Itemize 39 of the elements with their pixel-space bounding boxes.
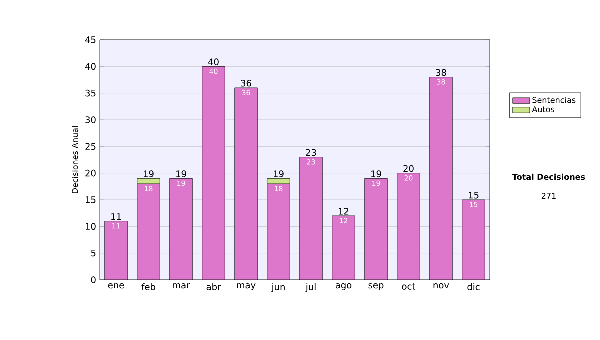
total-label: 11	[112, 214, 122, 220]
x-tick-label: feb	[142, 284, 156, 290]
total-label: 38	[436, 69, 446, 76]
x-tick-label: oct	[402, 284, 416, 290]
total-label: 20	[404, 165, 414, 172]
y-tick-label: 35	[86, 90, 96, 97]
text: 271	[542, 193, 556, 199]
x-tick-label: nov	[434, 284, 450, 289]
total-label: 40	[208, 58, 219, 66]
total-label: 15	[469, 192, 479, 199]
y-tick-label: 40	[85, 63, 96, 70]
x-tick-label: jul	[306, 284, 316, 292]
x-tick-label: ene	[108, 284, 124, 289]
y-tick-label: 30	[86, 116, 96, 124]
x-tick-label: abr	[206, 284, 222, 290]
text: Total Decisiones	[512, 174, 586, 180]
total-label: 19	[144, 170, 154, 178]
x-tick-label: may	[237, 284, 256, 290]
x-tick-label: jun	[272, 284, 285, 292]
total-label: 19	[372, 170, 382, 178]
y-tick-label: 20	[86, 170, 96, 177]
x-tick-label: mar	[173, 284, 190, 289]
y-tick-label: 15	[86, 196, 96, 204]
y-axis-title: Decisiones Anual	[72, 126, 78, 194]
y-tick-label: 0	[91, 276, 96, 284]
total-label: 19	[176, 170, 186, 178]
total-label: 19	[274, 170, 284, 178]
total-label: 23	[306, 149, 316, 156]
legend-label: Autos	[532, 106, 555, 113]
y-tick-label: 45	[85, 36, 96, 44]
total-label: 36	[241, 80, 252, 87]
y-tick-label: 25	[86, 143, 96, 150]
x-tick-label: dic	[468, 284, 480, 290]
x-tick-label: sep	[368, 284, 384, 290]
y-tick-label: 5	[91, 250, 96, 257]
x-tick-label: ago	[336, 284, 352, 290]
y-tick-label: 10	[86, 223, 96, 230]
legend-label: Sentencias	[532, 97, 576, 104]
total-label: 12	[339, 208, 349, 215]
